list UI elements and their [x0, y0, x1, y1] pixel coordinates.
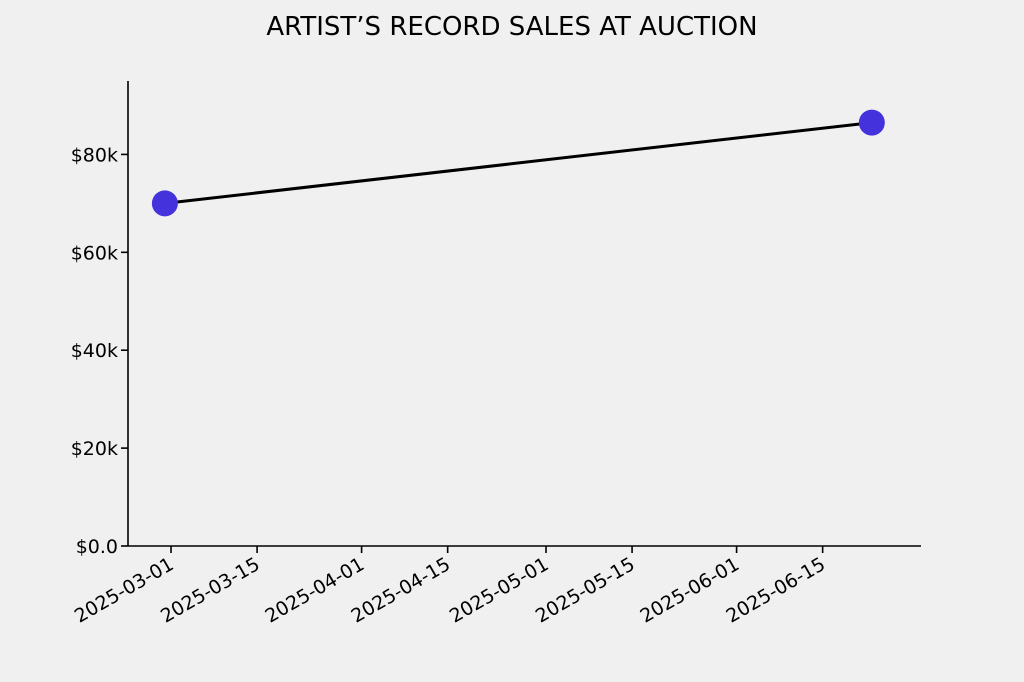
y-tick-label: $20k: [71, 438, 118, 460]
series-line: [164, 121, 872, 205]
data-point: [151, 190, 178, 217]
y-tick-label: $60k: [71, 242, 118, 264]
plot-area: [151, 109, 885, 217]
y-axis: $0.0 $20k $40k $60k $80k: [71, 81, 129, 558]
y-tick-label: $40k: [71, 340, 118, 362]
y-tick-label: $80k: [71, 144, 118, 166]
chart-title: ARTIST’S RECORD SALES AT AUCTION: [266, 12, 757, 42]
x-axis: 2025-03-012025-03-152025-04-012025-04-15…: [71, 545, 921, 628]
y-tick-label: $0.0: [76, 536, 118, 558]
data-point: [858, 109, 885, 136]
